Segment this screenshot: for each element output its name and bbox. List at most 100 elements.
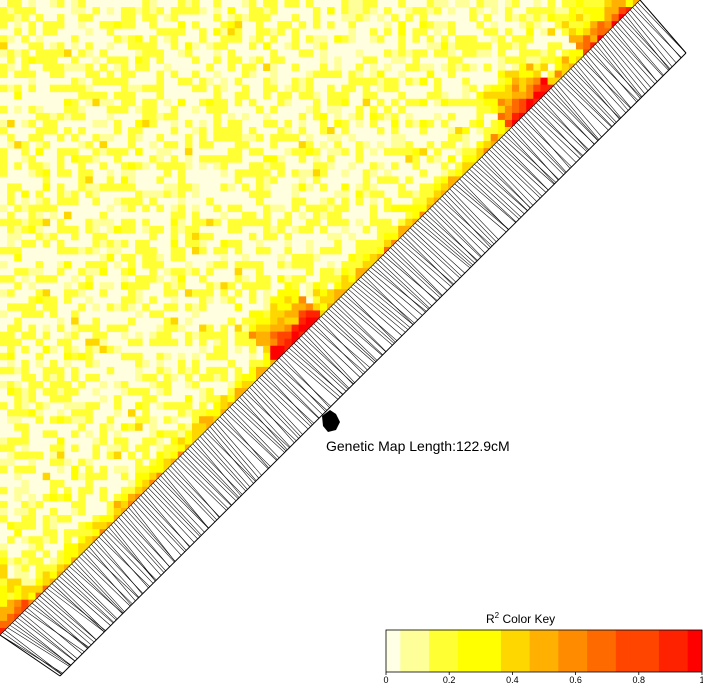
heatmap-cell	[554, 56, 563, 64]
heatmap-cell	[270, 162, 278, 170]
marker-connector	[558, 80, 609, 131]
heatmap-cell	[106, 169, 115, 177]
heatmap-cell	[362, 169, 371, 177]
marker-connector	[582, 56, 629, 111]
heatmap-cell	[163, 190, 172, 198]
heatmap-cell	[85, 190, 93, 198]
heatmap-cell	[263, 155, 271, 163]
heatmap-cell	[341, 148, 349, 156]
heatmap-cell	[376, 112, 385, 121]
marker-connector	[103, 531, 154, 584]
heatmap-cell	[28, 578, 36, 587]
heatmap-cell	[220, 331, 228, 340]
heatmap-cell	[412, 162, 420, 170]
heatmap-cell	[170, 296, 179, 304]
heatmap-cell	[92, 197, 100, 206]
heatmap-cell	[71, 134, 79, 142]
heatmap-cell	[540, 56, 548, 64]
heatmap-cell	[106, 225, 115, 234]
heatmap-cell	[611, 7, 620, 15]
heatmap-cell	[156, 225, 164, 234]
heatmap-cell	[7, 331, 15, 340]
heatmap-cell	[71, 63, 79, 71]
heatmap-cell	[256, 338, 264, 347]
heatmap-cell	[192, 7, 200, 15]
heatmap-cell	[341, 35, 349, 43]
heatmap-cell	[106, 21, 115, 29]
heatmap-cell	[149, 119, 157, 128]
heatmap-cell	[49, 21, 58, 29]
heatmap-cell	[227, 63, 236, 71]
heatmap-cell	[156, 70, 164, 79]
heatmap-cell	[78, 141, 86, 149]
heatmap-cell	[590, 21, 598, 29]
heatmap-cell	[192, 21, 200, 29]
heatmap-cell	[206, 282, 214, 290]
heatmap-cell	[547, 42, 556, 50]
marker-connector	[333, 303, 386, 352]
heatmap-cell	[227, 359, 236, 368]
heatmap-cell	[128, 296, 136, 304]
heatmap-cell	[512, 91, 520, 100]
heatmap-cell	[142, 261, 150, 269]
heatmap-cell	[99, 218, 108, 227]
heatmap-cell	[362, 7, 371, 15]
heatmap-cell	[163, 458, 172, 467]
marker-connector	[363, 274, 414, 325]
heatmap-cell	[305, 70, 314, 79]
heatmap-cell	[256, 246, 264, 255]
marker-connector	[513, 124, 564, 176]
heatmap-cell	[576, 42, 584, 50]
heatmap-cell	[92, 155, 100, 163]
heatmap-cell	[213, 409, 221, 417]
heatmap-cell	[56, 381, 65, 389]
heatmap-cell	[113, 63, 122, 71]
heatmap-cell	[448, 28, 456, 36]
color-key-band	[515, 630, 531, 672]
heatmap-cell	[42, 218, 51, 227]
heatmap-cell	[256, 190, 264, 198]
marker-connector	[266, 370, 320, 419]
heatmap-cell	[35, 381, 44, 389]
heatmap-cell	[106, 56, 115, 64]
marker-connector	[86, 548, 139, 599]
heatmap-cell	[391, 14, 399, 22]
heatmap-cell	[547, 0, 556, 8]
heatmap-cell	[504, 7, 513, 15]
heatmap-cell	[128, 141, 136, 149]
heatmap-cell	[241, 218, 250, 227]
heatmap-cell	[234, 261, 243, 269]
marker-connector	[355, 281, 411, 328]
heatmap-cell	[348, 28, 356, 36]
heatmap-cell	[576, 35, 584, 43]
heatmap-cell	[163, 112, 172, 121]
heatmap-cell	[42, 162, 51, 170]
heatmap-cell	[35, 218, 44, 227]
heatmap-cell	[469, 42, 477, 50]
heatmap-cell	[348, 261, 356, 269]
heatmap-cell	[277, 155, 285, 163]
heatmap-cell	[241, 141, 250, 149]
heatmap-cell	[135, 63, 143, 71]
heatmap-cell	[305, 84, 314, 93]
marker-connector	[61, 573, 115, 623]
heatmap-cell	[206, 197, 214, 206]
heatmap-cell	[440, 63, 449, 71]
heatmap-cell	[504, 42, 513, 50]
heatmap-cell	[113, 197, 122, 206]
heatmap-cell	[412, 204, 420, 213]
heatmap-cell	[426, 119, 435, 128]
heatmap-cell	[7, 599, 15, 608]
heatmap-cell	[604, 14, 612, 22]
heatmap-cell	[206, 388, 214, 396]
heatmap-cell	[497, 119, 506, 128]
heatmap-cell	[142, 105, 150, 114]
heatmap-cell	[170, 155, 179, 163]
heatmap-cell	[497, 91, 506, 100]
heatmap-cell	[199, 395, 207, 403]
heatmap-cell	[512, 112, 520, 121]
heatmap-cell	[85, 246, 93, 255]
heatmap-cell	[199, 98, 207, 107]
heatmap-cell	[412, 28, 420, 36]
heatmap-cell	[263, 218, 271, 227]
